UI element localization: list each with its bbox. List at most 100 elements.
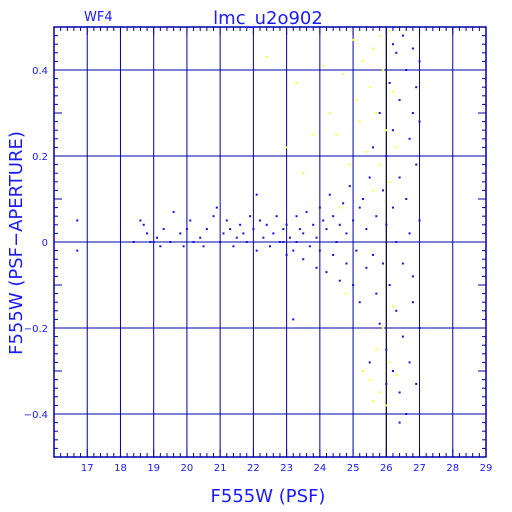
star-point	[202, 245, 205, 248]
star-point	[405, 198, 408, 200]
rejected-point	[328, 112, 331, 114]
rejected-point	[395, 374, 398, 377]
rejected-point	[362, 370, 365, 372]
rejected-point	[295, 81, 298, 84]
star-point	[179, 232, 182, 235]
star-point	[358, 301, 361, 304]
star-point	[265, 223, 268, 226]
star-point	[398, 99, 401, 102]
star-point	[401, 34, 404, 37]
star-point	[315, 266, 318, 269]
star-point	[325, 228, 328, 231]
star-point	[338, 223, 341, 226]
star-point	[411, 112, 414, 114]
x-tick-label: 25	[347, 463, 360, 474]
star-point	[408, 361, 411, 364]
rejected-point	[302, 172, 305, 175]
star-point	[378, 322, 381, 325]
star-point	[352, 284, 355, 286]
rejected-point	[375, 112, 378, 114]
star-point	[172, 210, 175, 213]
rejected-point	[368, 378, 371, 381]
x-tick-label: 27	[413, 463, 426, 474]
star-point	[345, 232, 348, 235]
star-point	[318, 206, 321, 209]
star-point	[398, 176, 401, 179]
rejected-point	[362, 60, 365, 63]
star-point	[219, 241, 222, 243]
star-point	[295, 215, 298, 218]
y-tick-labels: −0.4 −0.2 0 0.2 0.4	[24, 66, 48, 421]
star-point	[229, 228, 232, 231]
chart-title: lmc_u2o902	[213, 8, 323, 29]
star-point	[388, 284, 391, 286]
star-point	[368, 361, 371, 364]
star-point	[242, 232, 245, 235]
x-tick-labels: 17 18 19 20 21 22 23 24 25 26 27 28 29	[81, 463, 493, 474]
star-point	[368, 176, 371, 179]
star-point	[385, 155, 388, 157]
rejected-point	[378, 391, 381, 394]
star-point	[332, 215, 335, 218]
star-point	[418, 120, 421, 123]
y-axis-label: F555W (PSF−APERTURE)	[6, 131, 27, 355]
star-point	[415, 382, 418, 385]
x-axis-label: F555W (PSF)	[211, 486, 326, 507]
star-point	[345, 262, 348, 265]
x-tick-label: 20	[181, 463, 194, 474]
star-point	[408, 137, 411, 140]
rejected-point	[365, 150, 368, 153]
star-point	[302, 232, 305, 235]
data-points	[76, 26, 421, 424]
star-point	[215, 206, 218, 209]
star-point	[411, 301, 414, 304]
star-point	[232, 245, 235, 248]
rejected-point	[381, 69, 384, 71]
star-point	[375, 215, 378, 218]
x-tick-label: 24	[313, 463, 326, 474]
rejected-point	[381, 327, 384, 329]
rejected-point	[385, 129, 388, 132]
rejected-point	[345, 292, 348, 295]
star-point	[328, 193, 331, 196]
star-point	[365, 266, 368, 269]
rejected-point	[372, 400, 375, 403]
star-point	[338, 279, 341, 282]
star-point	[391, 129, 394, 132]
star-point	[235, 236, 238, 239]
grid	[54, 27, 487, 457]
rejected-point	[348, 163, 351, 166]
star-point	[159, 245, 162, 248]
star-point	[149, 241, 152, 243]
x-tick-label: 18	[114, 463, 127, 474]
star-point	[362, 198, 365, 200]
star-point	[401, 262, 404, 265]
star-point	[146, 232, 149, 235]
star-point	[252, 228, 255, 231]
rejected-point	[368, 86, 371, 89]
star-point	[272, 232, 275, 235]
rejected-point	[352, 38, 355, 41]
star-point	[332, 253, 335, 256]
star-point	[325, 271, 328, 274]
star-point	[212, 215, 215, 218]
star-point	[255, 249, 258, 252]
x-tick-label: 23	[280, 463, 293, 474]
rejected-point	[378, 34, 381, 37]
rejected-point	[265, 56, 268, 59]
star-point	[405, 413, 408, 415]
y-tick-label: 0.4	[32, 66, 48, 77]
panel-label: WF4	[84, 10, 113, 25]
star-point	[322, 219, 325, 222]
rejected-point	[391, 90, 394, 93]
rejected-point	[312, 133, 315, 136]
star-point	[288, 236, 291, 239]
star-point	[302, 258, 305, 261]
star-point	[152, 241, 155, 243]
star-point	[182, 245, 185, 248]
star-point	[398, 421, 401, 424]
rejected-point	[355, 99, 358, 102]
x-tick-label: 21	[214, 463, 227, 474]
star-point	[391, 43, 394, 46]
